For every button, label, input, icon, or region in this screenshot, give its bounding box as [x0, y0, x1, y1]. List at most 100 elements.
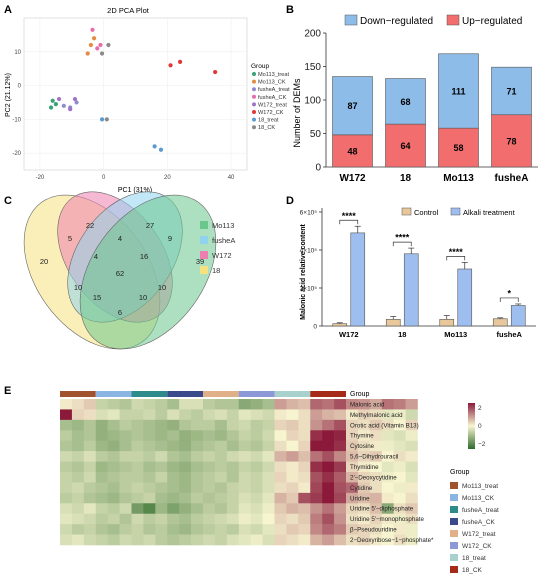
heatmap-cell — [369, 534, 383, 546]
heatmap-cell — [322, 524, 335, 535]
heatmap-cell — [310, 430, 323, 442]
d-bar — [332, 323, 348, 327]
pca-point — [104, 117, 109, 122]
venn-region-count: 15 — [93, 293, 101, 302]
venn-region-count: 9 — [168, 234, 172, 243]
d-y-tick-label: 2×10⁵ — [300, 286, 318, 293]
heatmap-cell — [191, 482, 204, 494]
d-significance-bracket — [339, 219, 359, 225]
heatmap-cell — [274, 482, 287, 494]
heatmap-cell — [131, 524, 144, 535]
pca-point — [99, 51, 105, 56]
heatmap-row-label: Malonic acid — [350, 401, 385, 408]
heatmap-group-annotation-cell — [131, 391, 168, 397]
heatmap-cell — [95, 440, 108, 452]
heatmap-cell — [286, 461, 299, 473]
pca-point — [72, 96, 78, 102]
heatmap-cell — [405, 399, 418, 410]
heatmap-cell — [107, 440, 120, 452]
heatmap-legend-label: fusheA_treat — [462, 507, 499, 514]
venn-region-count: 22 — [86, 221, 94, 230]
heatmap-cell — [310, 472, 323, 483]
heatmap-cell — [226, 451, 240, 462]
heatmap-cell — [214, 472, 228, 483]
heatmap-cell — [334, 492, 347, 504]
heatmap-cell — [310, 534, 323, 546]
heatmap-cell — [310, 503, 323, 515]
heatmap-cell — [250, 492, 263, 504]
heatmap-cell — [346, 430, 359, 442]
heatmap-cell — [95, 451, 108, 462]
pca-point — [158, 147, 164, 152]
heatmap-cell — [143, 503, 156, 515]
heatmap-cell — [393, 409, 406, 421]
heatmap-cell — [274, 492, 287, 504]
heatmap: Group Malonic acid Methylmalonic acid Orot… — [60, 391, 499, 574]
heatmap-cell — [310, 399, 323, 410]
b-bar-up-label: 48 — [347, 146, 357, 156]
heatmap-cell — [238, 482, 251, 494]
heatmap-cell — [71, 440, 85, 452]
heatmap-cell — [83, 472, 97, 483]
venn-region-count: 4 — [94, 252, 98, 261]
pca-point — [88, 42, 93, 48]
heatmap-cell — [322, 409, 335, 421]
heatmap-row-label: 2′−Deoxycytidine — [350, 474, 397, 481]
heatmap-cell — [143, 461, 156, 473]
heatmap-scale-tick-label: 2 — [478, 405, 482, 412]
pca-legend-marker — [252, 72, 256, 76]
heatmap-cell — [274, 503, 287, 515]
heatmap-row-label: Uridine 5′−diphosphate — [350, 506, 414, 513]
heatmap-cell — [167, 534, 180, 546]
heatmap-cell — [167, 503, 180, 515]
heatmap-cell — [369, 524, 383, 535]
pca-y-tick-label: 0 — [18, 84, 22, 90]
heatmap-cell — [286, 534, 299, 546]
heatmap-cell — [238, 524, 251, 535]
heatmap-cell — [119, 461, 132, 473]
heatmap-cell — [274, 513, 287, 525]
heatmap-cell — [191, 513, 204, 525]
pca-point — [106, 42, 111, 48]
heatmap-cell — [310, 524, 323, 535]
pca-point — [53, 102, 58, 107]
heatmap-cell — [119, 451, 132, 462]
heatmap-cell — [83, 482, 97, 494]
dem-bar-chart: Down−regulated Up−regulated 050100150200 … — [292, 14, 538, 184]
heatmap-cell — [83, 513, 97, 525]
heatmap-cell — [131, 409, 144, 421]
heatmap-cell — [250, 482, 263, 494]
heatmap-cell — [334, 482, 347, 494]
heatmap-cell — [131, 419, 144, 431]
heatmap-cell — [262, 503, 275, 515]
heatmap-cell — [83, 524, 97, 535]
heatmap-cell — [107, 472, 120, 483]
venn-set-mo113 — [79, 194, 217, 350]
heatmap-cell — [298, 482, 311, 494]
heatmap-cell — [334, 534, 347, 546]
heatmap-cell — [369, 503, 383, 515]
heatmap-cell — [286, 451, 299, 462]
d-significance-label: * — [507, 288, 511, 298]
heatmap-cell — [179, 534, 192, 546]
b-bar-down-label: 87 — [347, 101, 357, 111]
heatmap-cell — [214, 513, 228, 525]
heatmap-group-annotation-cell — [310, 391, 346, 397]
heatmap-cell — [155, 524, 168, 535]
pca-legend-label: Mo113_treat — [258, 72, 289, 78]
heatmap-cell — [393, 524, 406, 535]
panel-label-d: D — [286, 195, 294, 207]
pca-plot-area — [23, 17, 248, 171]
heatmap-cell — [226, 430, 240, 442]
heatmap-cell — [143, 492, 156, 504]
heatmap-cell — [167, 472, 180, 483]
heatmap-cell — [238, 399, 251, 410]
heatmap-cell — [214, 440, 228, 452]
heatmap-cell — [357, 461, 371, 473]
heatmap-cell — [179, 440, 192, 452]
venn-region-count: 4 — [118, 234, 122, 243]
pca-x-tick-label: 0 — [102, 175, 106, 181]
pca-point — [48, 105, 54, 110]
heatmap-cell — [95, 524, 108, 535]
d-y-label: Malonic acid relative content — [300, 223, 307, 319]
